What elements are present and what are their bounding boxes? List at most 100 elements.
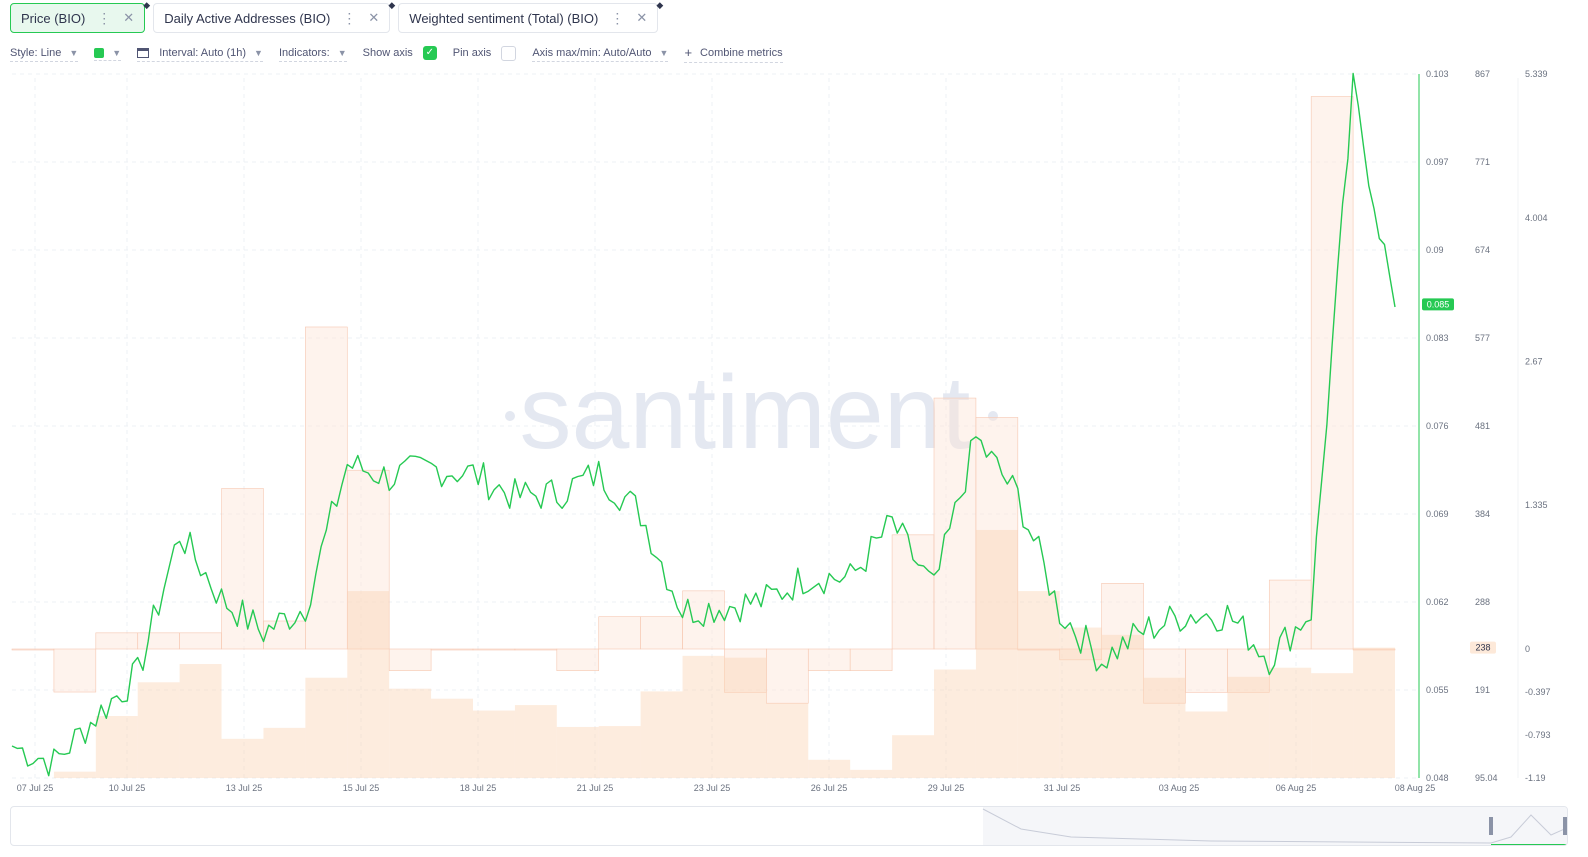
sentiment-bar	[1059, 648, 1102, 661]
sentiment-bar	[849, 648, 893, 671]
close-icon[interactable]: ✕	[123, 10, 135, 25]
axis-maxmin-dropdown[interactable]: Axis max/min: Auto/Auto ▼	[532, 46, 669, 62]
addresses-bar	[556, 726, 599, 778]
price-axis-tick: 0.103	[1426, 69, 1449, 79]
addresses-axis-tick: 481	[1475, 421, 1490, 431]
pin-axis-toggle[interactable]: Pin axis	[452, 45, 517, 63]
drag-handle-icon[interactable]: ◆	[656, 0, 664, 10]
combine-metrics-button[interactable]: + Combine metrics	[684, 45, 783, 63]
sentiment-bar	[724, 648, 767, 693]
timeline-navigator[interactable]	[10, 806, 1568, 846]
sentiment-bar	[682, 590, 725, 650]
color-picker[interactable]: ▼	[94, 47, 122, 61]
interval-dropdown[interactable]: Interval: Auto (1h) ▼	[137, 47, 263, 62]
sentiment-bar	[95, 632, 139, 650]
tab-price[interactable]: Price (BIO) ⋮ ✕ ◆	[10, 0, 150, 33]
addresses-bar	[263, 727, 306, 778]
navigator-line	[982, 808, 1567, 844]
price-axis-tick: 0.055	[1426, 685, 1449, 695]
addresses-bar	[1143, 677, 1186, 778]
close-icon[interactable]: ✕	[368, 10, 380, 25]
addresses-axis-tick: 384	[1475, 509, 1490, 519]
sentiment-bar	[807, 648, 851, 671]
sentiment-bar	[137, 632, 180, 650]
more-options-icon[interactable]: ⋮	[97, 9, 112, 26]
close-icon[interactable]: ✕	[636, 10, 648, 25]
sentiment-bar	[11, 648, 55, 651]
indicators-dropdown[interactable]: Indicators: ▼	[278, 47, 347, 62]
show-axis-toggle[interactable]: Show axis ✓	[363, 46, 437, 62]
addresses-bar	[179, 664, 222, 778]
more-options-icon[interactable]: ⋮	[610, 9, 625, 26]
show-axis-label: Show axis	[362, 47, 413, 59]
price-current-badge	[1422, 298, 1454, 311]
addresses-bar	[808, 759, 851, 778]
addresses-bar	[975, 529, 1018, 778]
chart-grid	[12, 73, 1418, 779]
chevron-down-icon: ▼	[659, 47, 669, 58]
style-dropdown[interactable]: Style: Line ▼	[10, 46, 79, 62]
addresses-bar	[473, 710, 515, 778]
navigator-handle-left[interactable]	[1489, 817, 1493, 835]
tab-daa-label: Daily Active Addresses (BIO)	[164, 10, 331, 26]
chart-axes: 07 Jul 25 10 Jul 25 13 Jul 25 15 Jul 25 18 J…	[17, 69, 1551, 793]
addresses-bar	[514, 705, 557, 778]
drag-handle-icon[interactable]: ◆	[388, 0, 396, 10]
pin-axis-label: Pin axis	[452, 47, 492, 59]
navigator-handle-right[interactable]	[1563, 817, 1567, 835]
plus-icon: +	[684, 45, 693, 60]
x-tick-label: 21 Jul 25	[577, 783, 614, 793]
x-tick-label: 23 Jul 25	[694, 783, 731, 793]
sentiment-bar	[53, 648, 97, 693]
sentiment-bar	[388, 648, 432, 671]
style-label: Style: Line	[10, 46, 62, 59]
price-axis-tick: 0.097	[1426, 157, 1449, 167]
metric-tabs: Price (BIO) ⋮ ✕ ◆ Daily Active Addresses…	[10, 0, 663, 35]
chevron-down-icon: ▼	[69, 47, 79, 58]
sentiment-bar	[1310, 96, 1354, 650]
sentiment-series	[11, 96, 1396, 704]
sentiment-bar	[556, 648, 600, 671]
addresses-axis-tick: 674	[1475, 245, 1490, 255]
price-current-value: 0.085	[1427, 299, 1450, 309]
addresses-current-value: 238	[1475, 643, 1490, 653]
sentiment-bar	[1352, 648, 1396, 651]
show-axis-checkbox[interactable]: ✓	[422, 46, 437, 60]
sentiment-bar	[1268, 579, 1312, 650]
tab-weighted-sentiment[interactable]: Weighted sentiment (Total) (BIO) ⋮ ✕ ◆	[398, 0, 663, 33]
navigator-selection[interactable]	[983, 807, 1568, 846]
x-tick-label: 07 Jul 25	[17, 783, 54, 793]
chevron-down-icon: ▼	[337, 47, 347, 58]
addresses-bar	[724, 657, 767, 778]
pin-axis-checkbox[interactable]	[501, 45, 517, 61]
addresses-axis-tick: 288	[1475, 597, 1490, 607]
watermark-dot-left	[505, 411, 515, 421]
sentiment-bar	[975, 417, 1019, 650]
tab-daily-active-addresses[interactable]: Daily Active Addresses (BIO) ⋮ ✕ ◆	[153, 0, 395, 33]
addresses-bar	[1269, 667, 1312, 778]
addresses-axis-tick: 95.04	[1475, 773, 1498, 783]
sentiment-bar	[430, 648, 474, 651]
tab-sentiment-label: Weighted sentiment (Total) (BIO)	[409, 10, 599, 26]
axis-maxmin-label: Axis max/min: Auto/Auto	[532, 46, 652, 59]
price-axis-tick: 0.069	[1426, 509, 1449, 519]
sentiment-axis-tick: 1.335	[1525, 500, 1548, 510]
x-tick-label: 08 Aug 25	[1395, 783, 1436, 793]
x-tick-label: 26 Jul 25	[811, 783, 848, 793]
more-options-icon[interactable]: ⋮	[342, 9, 357, 26]
interval-label: Interval: Auto (1h)	[159, 46, 247, 59]
addresses-bar	[1311, 673, 1354, 778]
drag-handle-icon[interactable]: ◆	[143, 0, 151, 10]
sentiment-axis-tick: 4.004	[1525, 213, 1548, 223]
addresses-axis-tick: 867	[1475, 69, 1490, 79]
price-axis-tick: 0.062	[1426, 597, 1449, 607]
chevron-down-icon: ▼	[254, 47, 263, 58]
addresses-bar	[598, 726, 641, 778]
addresses-bar	[892, 735, 934, 778]
sentiment-bar	[891, 534, 935, 650]
addresses-bar	[1227, 676, 1270, 778]
sentiment-axis-tick: -1.19	[1525, 773, 1546, 783]
x-tick-label: 10 Jul 25	[109, 783, 146, 793]
color-swatch	[94, 47, 105, 58]
